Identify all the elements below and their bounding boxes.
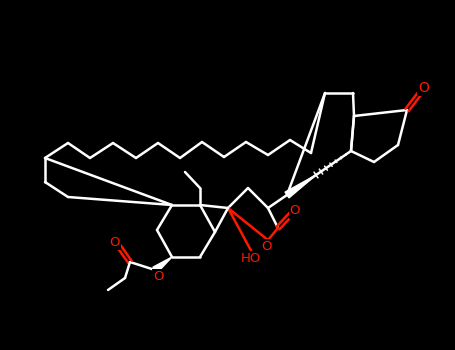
Text: O: O bbox=[153, 271, 163, 284]
Text: HO: HO bbox=[241, 252, 261, 266]
Polygon shape bbox=[285, 175, 316, 198]
Text: O: O bbox=[419, 81, 430, 95]
Text: O: O bbox=[290, 204, 300, 217]
Text: O: O bbox=[110, 236, 120, 248]
Polygon shape bbox=[153, 257, 172, 273]
Text: O: O bbox=[262, 240, 272, 253]
